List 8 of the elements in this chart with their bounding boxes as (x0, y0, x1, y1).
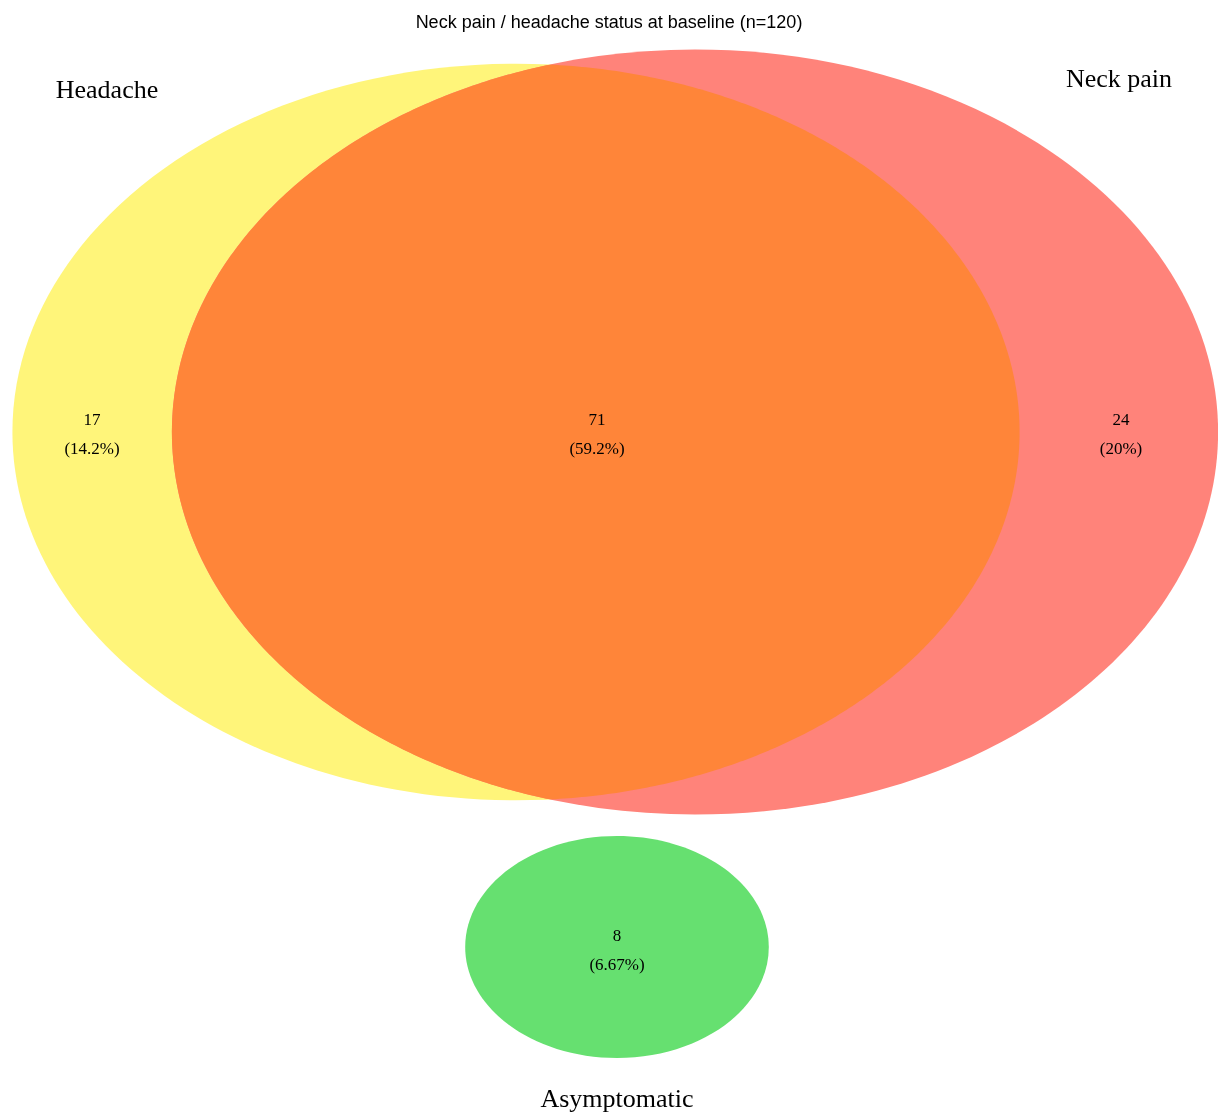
text: Neck pain (1065, 63, 1173, 93)
text: Neck pain / headache status at baseline (n=120) (415, 12, 803, 32)
data-label: 71 (59.2%) (569, 410, 625, 458)
data-label: 17 (14.2%) (64, 410, 120, 458)
data-label: 8 (6.67%) (589, 926, 645, 974)
text: Asymptomatic (540, 1083, 694, 1113)
data-label: 24 (20%) (1099, 410, 1143, 458)
text: Headache (55, 74, 159, 104)
